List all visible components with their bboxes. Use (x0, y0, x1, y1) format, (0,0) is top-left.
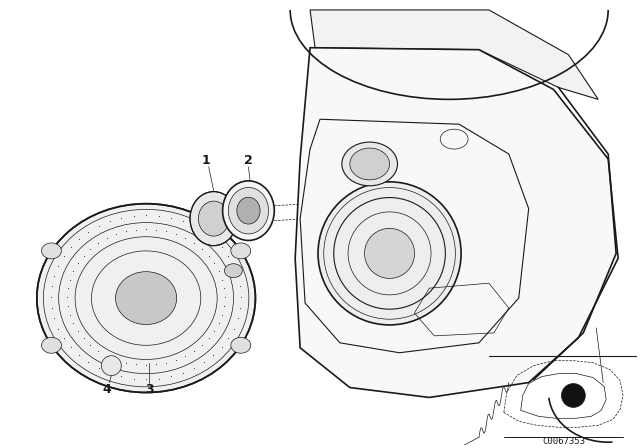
Circle shape (365, 228, 415, 278)
Ellipse shape (198, 201, 229, 236)
Circle shape (101, 356, 121, 375)
Polygon shape (310, 10, 598, 99)
Ellipse shape (350, 148, 390, 180)
Circle shape (561, 383, 586, 407)
Text: C0067353: C0067353 (542, 437, 585, 446)
Ellipse shape (115, 271, 177, 324)
Ellipse shape (225, 264, 243, 278)
Ellipse shape (228, 187, 269, 234)
Text: 3: 3 (145, 383, 154, 396)
Ellipse shape (342, 142, 397, 186)
Polygon shape (295, 47, 618, 397)
Ellipse shape (37, 204, 255, 392)
Ellipse shape (42, 243, 61, 259)
Ellipse shape (223, 181, 275, 241)
Ellipse shape (190, 192, 237, 246)
Ellipse shape (42, 337, 61, 353)
Ellipse shape (231, 337, 251, 353)
Text: 4: 4 (102, 383, 111, 396)
Circle shape (318, 182, 461, 325)
Text: 1: 1 (202, 155, 210, 168)
Text: 2: 2 (244, 155, 253, 168)
Ellipse shape (237, 197, 260, 224)
Ellipse shape (231, 243, 251, 259)
